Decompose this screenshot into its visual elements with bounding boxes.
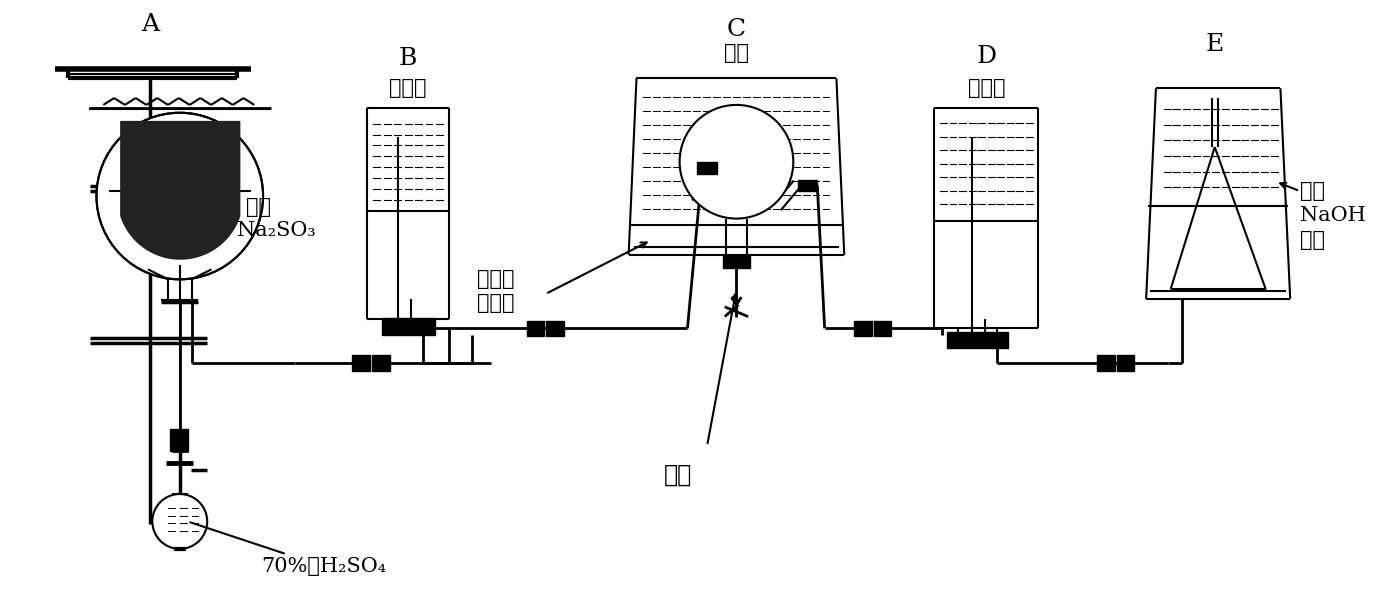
Bar: [526, 321, 544, 336]
Circle shape: [96, 113, 262, 279]
Text: 搅拌: 搅拌: [664, 464, 691, 487]
Text: 浓硫酸: 浓硫酸: [477, 295, 514, 314]
Text: 足量: 足量: [1300, 230, 1325, 249]
Text: A: A: [142, 13, 159, 36]
Text: B: B: [398, 48, 418, 70]
Bar: [798, 179, 818, 191]
Bar: [382, 318, 434, 335]
Bar: [697, 162, 717, 173]
Bar: [1096, 355, 1114, 371]
Text: 冷水: 冷水: [724, 45, 749, 64]
Circle shape: [680, 105, 793, 219]
Text: C: C: [727, 18, 746, 41]
Bar: [547, 321, 563, 336]
Text: 浓硫酸: 浓硫酸: [967, 79, 1006, 98]
Text: 固体: 固体: [246, 198, 272, 217]
Bar: [874, 321, 892, 336]
Text: 浓硝酸: 浓硝酸: [477, 270, 514, 289]
Text: 溶液: 溶液: [1300, 182, 1325, 201]
Bar: [947, 332, 1009, 348]
Text: E: E: [1205, 33, 1224, 56]
Text: D: D: [977, 45, 996, 68]
Circle shape: [153, 494, 207, 549]
Text: NaOH: NaOH: [1300, 206, 1366, 225]
Text: 浓硫酸: 浓硫酸: [389, 79, 427, 98]
Bar: [1117, 355, 1135, 371]
Text: 70%的H₂SO₄: 70%的H₂SO₄: [190, 522, 386, 576]
Bar: [723, 256, 750, 268]
Text: Na₂SO₃: Na₂SO₃: [236, 221, 315, 240]
Bar: [352, 355, 370, 371]
Bar: [372, 355, 389, 371]
Bar: [170, 429, 188, 451]
Bar: [855, 321, 871, 336]
